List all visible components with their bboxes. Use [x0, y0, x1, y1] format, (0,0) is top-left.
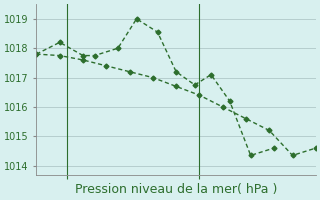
X-axis label: Pression niveau de la mer( hPa ): Pression niveau de la mer( hPa ) [75, 183, 277, 196]
